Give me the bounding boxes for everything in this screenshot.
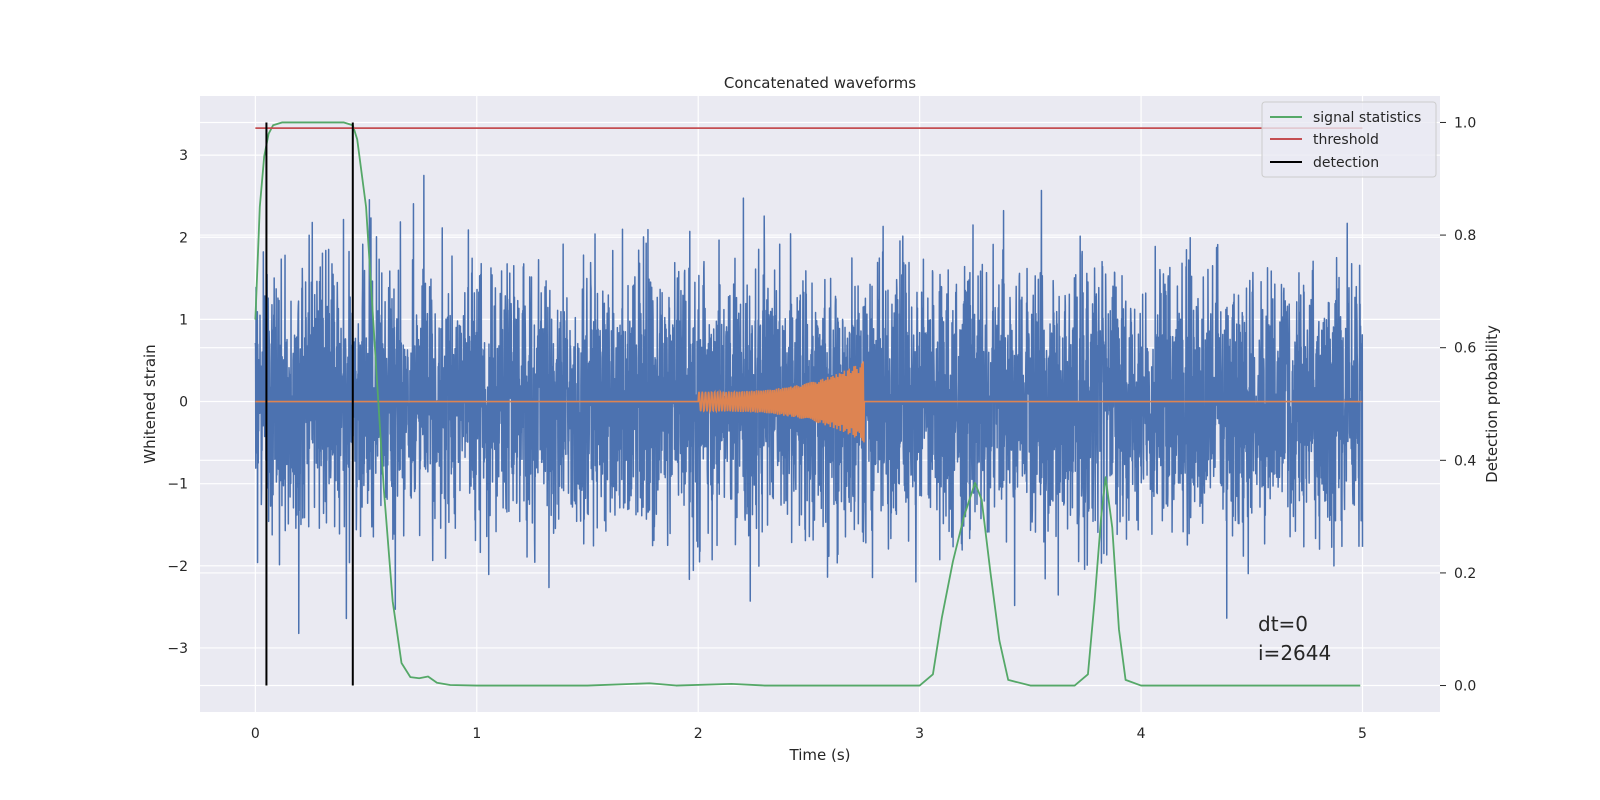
noise-series-line (254, 174, 1364, 635)
x-axis-label: Time (s) (789, 746, 851, 764)
annotation-index: i=2644 (1258, 641, 1331, 665)
signal-statistics-line (254, 121, 1361, 687)
x-tick-label: 3 (915, 726, 924, 742)
y-right-tick-label: 0.4 (1454, 453, 1476, 469)
chirp-series-line (255, 361, 1363, 443)
x-tick-label: 5 (1358, 726, 1367, 742)
whitened-strain-series (254, 174, 1364, 635)
right-axis-series (254, 121, 1363, 687)
x-tick-label: 4 (1137, 726, 1146, 742)
y-tick-label: −1 (167, 477, 188, 493)
y-right-tick-label: 0.2 (1454, 566, 1476, 582)
y-tick-label: −2 (167, 559, 188, 575)
injected-waveform-series (255, 361, 1363, 443)
x-tick-label: 2 (694, 726, 703, 742)
y-right-axis-label: Detection probability (1483, 325, 1501, 483)
y-tick-label: 0 (179, 395, 188, 411)
y-right-tick-label: 0.6 (1454, 341, 1476, 357)
y-tick-label: 2 (179, 230, 188, 246)
annotation-dt: dt=0 (1258, 612, 1308, 636)
x-tick-label: 0 (251, 726, 260, 742)
y-right-tick-label: 0.0 (1454, 679, 1476, 695)
x-tick-label: 1 (472, 726, 481, 742)
legend-label-signal-statistics: signal statistics (1313, 110, 1421, 126)
legend: signal statistics threshold detection (1261, 101, 1437, 178)
axis-ticks: 0 1 2 3 4 5 −3 −2 −1 0 1 2 3 0.0 0.2 0.4 0.6 0.8 1.0 (167, 115, 1476, 742)
y-tick-label: −3 (167, 641, 188, 657)
chart-title: Concatenated waveforms (724, 74, 916, 92)
y-right-tick-label: 0.8 (1454, 228, 1476, 244)
y-tick-label: 3 (179, 148, 188, 164)
y-tick-label: 1 (179, 312, 188, 328)
y-right-tick-label: 1.0 (1454, 115, 1476, 131)
legend-label-detection: detection (1313, 155, 1379, 171)
y-axis-label: Whitened strain (141, 344, 159, 463)
legend-label-threshold: threshold (1313, 132, 1379, 148)
legend-box (1261, 101, 1437, 178)
